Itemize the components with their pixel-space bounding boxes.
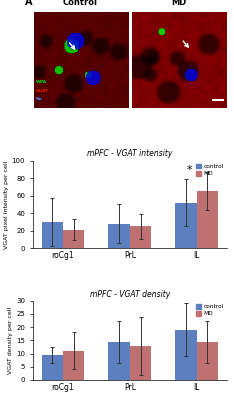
Title: mPFC - VGAT density: mPFC - VGAT density [90, 290, 170, 298]
Text: MD: MD [171, 0, 186, 7]
Text: VGAT: VGAT [36, 89, 49, 93]
Bar [130, 346, 151, 380]
Y-axis label: VGAT density per cell: VGAT density per cell [8, 307, 13, 374]
Text: WPA: WPA [36, 80, 47, 84]
Bar [109, 224, 130, 248]
Title: mPFC - VGAT intensity: mPFC - VGAT intensity [87, 149, 172, 158]
Bar [130, 226, 151, 248]
Bar [42, 355, 63, 380]
Bar [175, 202, 197, 248]
Text: *: * [186, 166, 192, 176]
Legend: control, MD: control, MD [196, 164, 224, 177]
Text: Nu: Nu [36, 97, 42, 101]
Bar [197, 191, 218, 248]
Legend: control, MD: control, MD [196, 304, 224, 317]
Bar [63, 351, 84, 380]
Bar [109, 342, 130, 380]
Bar [42, 222, 63, 248]
Bar [197, 342, 218, 380]
Y-axis label: VGAT pixel intensity per cell: VGAT pixel intensity per cell [4, 160, 9, 248]
Text: A: A [25, 0, 33, 7]
Bar [63, 230, 84, 248]
Text: Control: Control [63, 0, 98, 7]
Bar [175, 330, 197, 380]
